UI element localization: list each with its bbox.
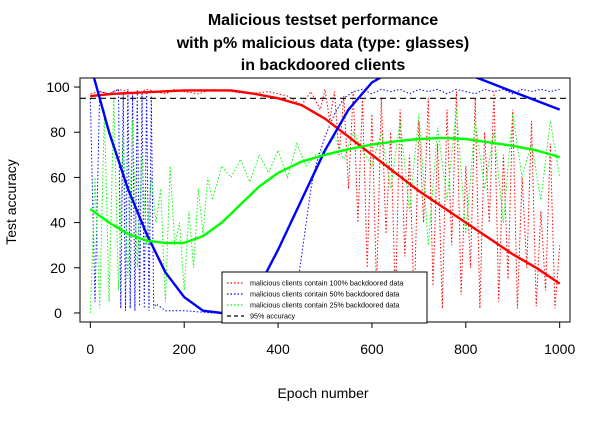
y-tick-label-20: 20	[50, 260, 66, 276]
y-tick-label-40: 40	[50, 215, 66, 231]
x-tick-label-200: 200	[173, 341, 197, 357]
chart-title-line-3: in backdoored clients	[241, 57, 406, 74]
trend-curve-2	[92, 78, 561, 315]
plot-clip-group	[80, 78, 570, 315]
trend-curve-3	[89, 136, 561, 245]
x-axis-label: Epoch number	[277, 385, 368, 401]
x-tick-label-1000: 1000	[544, 341, 575, 357]
legend-label-4: 95% accuracy	[250, 312, 296, 321]
y-tick-label-100: 100	[46, 79, 70, 95]
trend-curve-1	[90, 89, 561, 285]
legend-label-3: malicious clients contain 25% backdoored…	[250, 301, 399, 310]
plot-area	[80, 78, 570, 315]
x-tick-label-400: 400	[266, 341, 290, 357]
y-tick-label-60: 60	[50, 169, 66, 185]
x-tick-label-0: 0	[86, 341, 94, 357]
y-axis-label: Test accuracy	[3, 159, 19, 245]
y-tick-label-0: 0	[54, 305, 62, 321]
y-tick-label-80: 80	[50, 124, 66, 140]
legend-box	[221, 271, 428, 324]
chart-title-line-2: with p% malicious data (type: glasses)	[176, 35, 470, 52]
legend-label-1: malicious clients contain 100% backdoore…	[250, 279, 403, 288]
legend: malicious clients contain 100% backdoore…	[221, 271, 428, 324]
chart-title-line-1: Malicious testset performance	[208, 12, 438, 29]
x-tick-label-600: 600	[360, 341, 384, 357]
legend-label-2: malicious clients contain 50% backdoored…	[250, 290, 399, 299]
x-tick-label-800: 800	[454, 341, 478, 357]
